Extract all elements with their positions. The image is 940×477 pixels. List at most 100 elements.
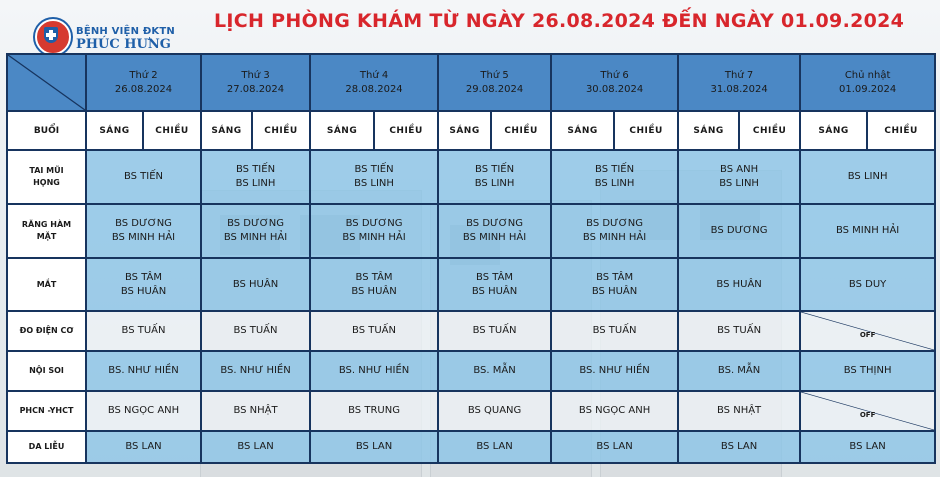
doctor-name: BS TIẾN: [123, 171, 164, 182]
doctor-cell: BS DƯƠNG BS MINH HẢI: [437, 203, 553, 259]
doctor-name: BS LINH: [847, 171, 888, 182]
doctor-cell: BS ANH BS LINH: [677, 149, 802, 205]
doctor-name: BS MINH HẢI: [342, 232, 406, 243]
doctor-cell: BS TUẤN: [200, 310, 312, 352]
doctor-name: BS HUÂN: [351, 285, 397, 297]
doctor-cell: BS TÂM BS HUÂN: [437, 257, 553, 312]
day-header: Thứ 6 30.08.2024: [550, 53, 680, 112]
doctor-name: BS TUẤN: [592, 325, 637, 336]
doctor-name: BS NHẬT: [717, 405, 762, 416]
doctor-name: BS HUÂN: [120, 285, 167, 297]
department-name: PHCN -YHCT: [6, 390, 87, 432]
doctor-name: BS TÂM: [355, 271, 393, 283]
day-header: Thứ 5 29.08.2024: [437, 53, 553, 112]
doctor-name: BS NGỌC ANH: [107, 405, 180, 416]
doctor-name: BS TUẤN: [233, 325, 278, 336]
doctor-cell: BS NGỌC ANH: [84, 390, 203, 432]
doctor-name: BS LINH: [594, 178, 635, 189]
doctor-name: BS LAN: [596, 441, 633, 452]
doctor-name: BS LINH: [474, 178, 515, 189]
doctor-cell: BS LAN: [437, 430, 553, 464]
doctor-cell: BS MINH HẢI: [799, 203, 937, 259]
hospital-logo-icon: [35, 19, 71, 55]
doctor-cell: BS THỊNH: [799, 350, 937, 392]
doctor-cell: BS TUẤN: [677, 310, 802, 352]
page-title: LỊCH PHÒNG KHÁM TỪ NGÀY 26.08.2024 ĐẾN N…: [214, 10, 905, 32]
doctor-name: BS TIẾN: [235, 164, 276, 175]
session-morning: SÁNG: [799, 110, 869, 151]
doctor-cell: BS. NHƯ HIỀN: [200, 350, 312, 392]
department-name: MẮT: [6, 257, 87, 312]
doctor-name: BS TUẤN: [352, 325, 397, 336]
department-name: DA LIỄU: [6, 430, 87, 464]
doctor-name: BS TRUNG: [348, 405, 400, 416]
table-row: PHCN -YHCT BS NGỌC ANH BS NHẬT BS TRUNG BS Q…: [6, 390, 937, 432]
doctor-cell: BS LAN: [677, 430, 802, 464]
doctor-cell: BS LAN: [799, 430, 937, 464]
doctor-name: BS NHẬT: [233, 405, 278, 416]
doctor-name: BS MINH HẢI: [223, 232, 288, 243]
doctor-cell: BS HUÂN: [677, 257, 802, 312]
table-row: TAI MŨI HỌNG BS TIẾN BS TIẾN BS LINH BS TIẾN B…: [6, 149, 937, 205]
doctor-cell: BS DUY: [799, 257, 937, 312]
page-header: BỆNH VIỆN ĐKTN PHÚC HƯNG LỊCH PHÒNG KHÁM…: [0, 0, 940, 55]
doctor-name: BS. MẪN: [473, 365, 516, 376]
doctor-name: BS LAN: [237, 441, 274, 452]
logo-hospital-name: PHÚC HƯNG: [76, 37, 171, 52]
session-afternoon: CHIỀU: [866, 110, 937, 151]
doctor-cell: BS TUẤN: [84, 310, 203, 352]
session-morning: SÁNG: [437, 110, 493, 151]
doctor-name: BS TIẾN: [475, 164, 515, 175]
doctor-name: BS HUÂN: [591, 285, 638, 297]
doctor-name: BS. MẪN: [717, 365, 761, 376]
department-name: ĐO ĐIỆN CƠ: [6, 310, 87, 352]
doctor-cell: BS LAN: [309, 430, 440, 464]
doctor-name: BS HUÂN: [471, 285, 518, 297]
department-name: TAI MŨI HỌNG: [6, 149, 87, 205]
doctor-name: BS TÂM: [125, 271, 163, 283]
department-rows: TAI MŨI HỌNG BS TIẾN BS TIẾN BS LINH BS TIẾN B…: [6, 149, 937, 464]
department-name: RĂNG HÀM MẶT: [6, 203, 87, 259]
doctor-name: BS LAN: [476, 441, 513, 452]
table-row: DA LIỄU BS LAN BS LAN BS LAN BS LAN BS LAN BS …: [6, 430, 937, 464]
doctor-cell: BS TUẤN: [309, 310, 440, 352]
doctor-name: BS TIẾN: [354, 164, 394, 175]
doctor-cell: BS TIẾN BS LINH: [437, 149, 553, 205]
doctor-name: BS LAN: [849, 441, 886, 452]
doctor-name: BS DUY: [848, 278, 887, 290]
session-morning: SÁNG: [200, 110, 254, 151]
day-header: Thứ 4 28.08.2024: [309, 53, 440, 112]
doctor-name: BS LAN: [355, 441, 393, 452]
doctor-name: BS MINH HẢI: [111, 232, 176, 243]
doctor-cell: BS. NHƯ HIỀN: [309, 350, 440, 392]
session-afternoon: CHIỀU: [738, 110, 802, 151]
off-cell: OFF: [799, 390, 937, 432]
doctor-cell: BS TIẾN BS LINH: [200, 149, 312, 205]
day-header: Chủ nhật 01.09.2024: [799, 53, 937, 112]
doctor-cell: BS TRUNG: [309, 390, 440, 432]
doctor-cell: BS QUANG: [437, 390, 553, 432]
doctor-cell: BS. MẪN: [437, 350, 553, 392]
doctor-cell: BS. MẪN: [677, 350, 802, 392]
table-row: ĐO ĐIỆN CƠ BS TUẤN BS TUẤN BS TUẤN BS TUẤN BS…: [6, 310, 937, 352]
doctor-cell: BS. NHƯ HIỀN: [550, 350, 680, 392]
doctor-cell: BS TIẾN BS LINH: [550, 149, 680, 205]
doctor-name: BS. NHƯ HIỀN: [108, 365, 179, 376]
doctor-name: BS TÂM: [476, 271, 514, 283]
doctor-cell: BS DƯƠNG BS MINH HẢI: [309, 203, 440, 259]
doctor-name: BS LINH: [719, 178, 759, 189]
doctor-name: BS MINH HẢI: [462, 232, 527, 243]
schedule-table: Thứ 2 26.08.2024 Thứ 3 27.08.2024 Thứ 4 28.…: [6, 53, 937, 464]
doctor-cell: BS DƯƠNG BS MINH HẢI: [84, 203, 203, 259]
session-afternoon: CHIỀU: [251, 110, 312, 151]
doctor-cell: BS LAN: [200, 430, 312, 464]
doctor-cell: BS. NHƯ HIỀN: [84, 350, 203, 392]
doctor-cell: BS TÂM BS HUÂN: [550, 257, 680, 312]
doctor-name: BS NGỌC ANH: [578, 405, 651, 416]
session-afternoon: CHIỀU: [141, 110, 203, 151]
doctor-cell: BS LAN: [550, 430, 680, 464]
doctor-cell: BS LAN: [84, 430, 203, 464]
doctor-name: BS ANH: [720, 164, 759, 175]
doctor-cell: BS TIẾN BS LINH: [309, 149, 440, 205]
doctor-name: BS. NHƯ HIỀN: [338, 365, 410, 376]
